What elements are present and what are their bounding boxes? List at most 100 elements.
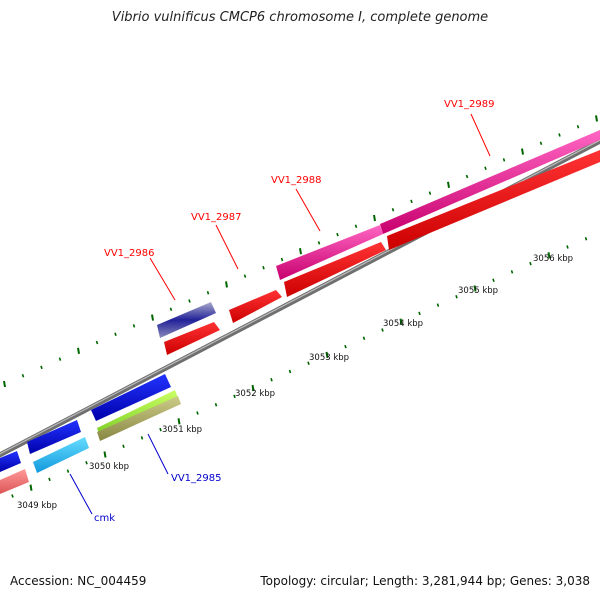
minor-tick-mark <box>558 133 561 137</box>
minor-tick-mark <box>288 369 292 374</box>
minor-tick-mark <box>510 270 514 274</box>
minor-tick-mark <box>214 402 218 407</box>
leader-VV1_2987 <box>215 224 239 270</box>
minor-tick-mark <box>436 303 440 307</box>
major-tick-mark <box>103 451 107 458</box>
leader-VV1_2985 <box>147 433 169 475</box>
tick-label-3051: 3051 kbp <box>162 425 202 435</box>
minor-tick-mark <box>188 299 191 303</box>
minor-tick-mark <box>455 295 458 299</box>
major-tick-mark <box>77 347 80 354</box>
gene-label-VV1_2986[interactable]: VV1_2986 <box>104 248 155 259</box>
minor-tick-mark <box>381 328 384 332</box>
tick-label-3055: 3055 kbp <box>458 286 498 296</box>
minor-tick-mark <box>85 461 88 465</box>
minor-tick-mark <box>48 477 51 482</box>
gene-olive-box[interactable] <box>97 396 181 441</box>
minor-tick-mark <box>270 378 273 382</box>
gene-blue-arrow-3[interactable] <box>0 451 21 472</box>
minor-tick-mark <box>114 332 117 336</box>
minor-tick-mark <box>58 357 62 361</box>
gene-label-VV1_2985[interactable]: VV1_2985 <box>171 473 222 484</box>
accession-text: Accession: NC_004459 <box>10 574 147 588</box>
major-tick-mark <box>521 148 524 155</box>
minor-tick-mark <box>484 166 487 170</box>
minor-tick-mark <box>418 311 421 316</box>
major-tick-mark <box>373 214 376 222</box>
gene-VV1_2989-arrow[interactable] <box>380 130 600 234</box>
minor-tick-mark <box>539 141 543 146</box>
major-tick-mark <box>473 285 477 292</box>
minor-tick-mark <box>566 245 569 249</box>
minor-tick-mark <box>576 124 580 129</box>
gene-cmk-box[interactable] <box>33 437 89 473</box>
minor-tick-mark <box>21 373 25 378</box>
leader-VV1_2989 <box>470 113 491 157</box>
gene-VV1_2986-box[interactable] <box>157 302 216 338</box>
tick-label-3052: 3052 kbp <box>235 389 275 399</box>
gene-label-VV1_2987[interactable]: VV1_2987 <box>191 212 242 223</box>
major-tick-mark <box>547 252 551 259</box>
major-tick-mark <box>29 484 33 491</box>
minor-tick-mark <box>465 174 469 179</box>
gene-label-VV1_2989[interactable]: VV1_2989 <box>444 99 495 110</box>
minor-tick-mark <box>502 158 506 162</box>
minor-tick-mark <box>66 469 70 473</box>
genome-summary-text: Topology: circular; Length: 3,281,944 bp… <box>260 574 590 588</box>
minor-tick-mark <box>95 340 99 345</box>
minor-tick-mark <box>206 290 210 295</box>
minor-tick-mark <box>317 241 321 245</box>
minor-tick-mark <box>11 494 14 498</box>
leader-VV1_2988 <box>295 188 321 232</box>
minor-tick-mark <box>140 436 144 440</box>
minor-tick-mark <box>428 191 432 195</box>
major-tick-mark <box>225 281 228 288</box>
major-tick-mark <box>151 314 154 321</box>
gene-red-mid-arrow[interactable] <box>284 242 386 297</box>
minor-tick-mark <box>362 336 366 341</box>
minor-tick-mark <box>233 394 236 399</box>
gene-red-long-arrow[interactable] <box>387 150 600 250</box>
minor-tick-mark <box>307 361 310 365</box>
tick-label-3050: 3050 kbp <box>89 462 129 472</box>
major-tick-mark <box>3 380 6 388</box>
map-title: Vibrio vulnificus CMCP6 chromosome I, co… <box>111 10 489 25</box>
minor-tick-mark <box>280 257 284 262</box>
minor-tick-mark <box>132 324 136 328</box>
gene-red-small-arrow[interactable] <box>164 322 220 355</box>
minor-tick-mark <box>584 236 588 241</box>
gene-VV1_2987-arrow[interactable] <box>229 290 282 323</box>
minor-tick-mark <box>122 444 125 448</box>
minor-tick-mark <box>492 278 495 282</box>
leader-VV1_2986 <box>149 257 176 301</box>
major-tick-mark <box>177 418 181 425</box>
major-tick-mark <box>251 384 255 392</box>
gene-blue-arrow-2[interactable] <box>27 420 81 454</box>
major-tick-mark <box>595 115 598 122</box>
minor-tick-mark <box>262 266 265 270</box>
minor-tick-mark <box>529 261 532 266</box>
major-tick-mark <box>325 351 329 359</box>
minor-tick-mark <box>354 224 358 229</box>
minor-tick-mark <box>410 199 413 204</box>
gene-label-VV1_2988[interactable]: VV1_2988 <box>271 175 322 186</box>
tick-row-inner <box>11 236 588 498</box>
major-tick-mark <box>447 181 450 188</box>
tick-label-3053: 3053 kbp <box>309 353 349 363</box>
gene-label-cmk[interactable]: cmk <box>94 513 115 524</box>
minor-tick-mark <box>169 307 173 312</box>
gene-blue-arrow-1[interactable] <box>91 374 171 421</box>
minor-tick-mark <box>40 365 43 370</box>
gene-salmon-box[interactable] <box>0 469 29 494</box>
major-tick-mark <box>399 318 403 325</box>
minor-tick-mark <box>391 207 395 212</box>
gene-VV1_2988-arrow[interactable] <box>276 225 383 280</box>
minor-tick-mark <box>336 232 339 237</box>
minor-tick-mark <box>196 411 199 415</box>
tick-label-3054: 3054 kbp <box>383 319 423 329</box>
tick-label-3056: 3056 kbp <box>533 254 573 264</box>
leader-cmk <box>69 473 93 515</box>
minor-tick-mark <box>344 344 347 349</box>
